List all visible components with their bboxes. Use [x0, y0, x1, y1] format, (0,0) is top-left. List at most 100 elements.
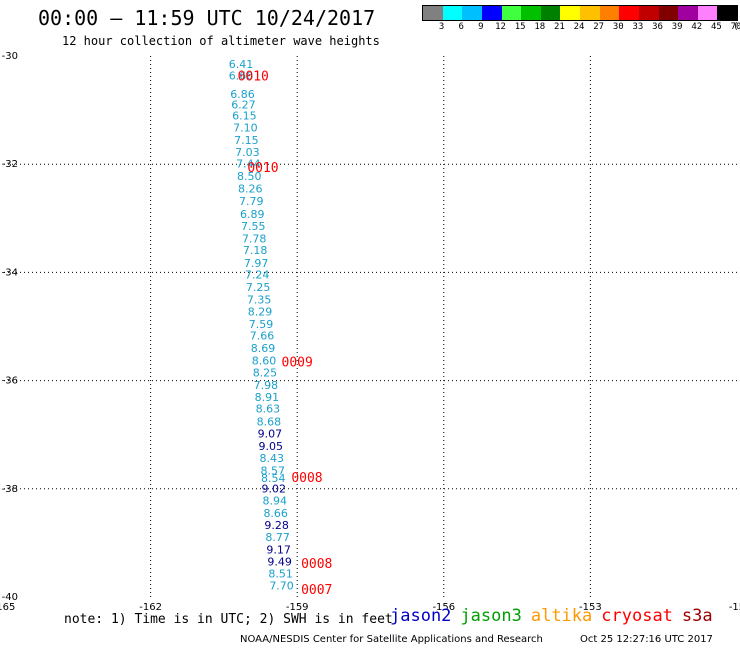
color-scale-swatch — [501, 6, 522, 20]
y-tick-label: -32 — [2, 159, 18, 170]
color-scale-label: 36 — [652, 22, 663, 32]
color-scale-swatches — [422, 5, 738, 21]
wave-height-point: 7.98 — [254, 379, 279, 392]
wave-height-point: 9.02 — [261, 482, 286, 495]
color-scale-swatch — [678, 6, 698, 20]
color-scale-label: 42 — [691, 22, 703, 32]
wave-height-point: 7.79 — [239, 195, 264, 208]
wave-height-point: 8.66 — [263, 507, 288, 520]
chart-axes: -165 -162 -159 -156 -153 -15 -30 -32 -34 -36 -38 -4… — [0, 51, 740, 613]
wave-height-point: 7.97 — [244, 257, 269, 270]
wave-height-point: 7.24 — [245, 269, 270, 282]
page-title: 00:00 – 11:59 UTC 10/24/2017 — [38, 6, 376, 30]
wave-height-point: 8.51 — [268, 568, 293, 581]
color-scale-label: 39 — [671, 22, 683, 32]
wave-height-point: 7.03 — [235, 146, 260, 159]
wave-height-point: 9.28 — [264, 519, 289, 532]
satellite-legend-jason2: jason2 — [390, 606, 452, 626]
satellite-legend-s3a: s3a — [681, 606, 713, 626]
wave-height-point: 8.50 — [237, 170, 262, 183]
wave-height-point: 7.25 — [246, 281, 271, 294]
wave-height-point: 7.70 — [269, 580, 294, 593]
y-tick-label: -34 — [2, 267, 18, 278]
color-scale-swatch — [423, 6, 443, 20]
wave-height-point: 6.66 — [229, 69, 254, 82]
wave-height-point: 8.77 — [265, 531, 290, 544]
wave-height-point: 8.68 — [257, 416, 282, 429]
wave-height-point: 8.43 — [260, 452, 285, 465]
wave-height-point: 7.18 — [243, 244, 268, 257]
color-scale-swatch — [521, 6, 541, 20]
chart-points: 6.416.66 6.866.276.157.107.157.037.448.50… — [229, 58, 294, 593]
time-label: 0009 — [282, 356, 313, 371]
chart-time-labels: 0010 0010 0009 0008 0008 0007 — [238, 69, 333, 597]
wave-height-point: 7.78 — [242, 232, 267, 245]
time-label: 0008 — [291, 471, 322, 486]
wave-height-point: 6.86 — [230, 88, 255, 101]
color-scale-label: 33 — [632, 22, 644, 32]
wave-height-point: 8.60 — [252, 355, 277, 368]
color-scale-swatch — [481, 6, 502, 20]
color-scale-label: 6 — [458, 22, 464, 32]
time-label: 0007 — [301, 583, 332, 598]
footer-timestamp: Oct 25 12:27:16 UTC 2017 — [580, 634, 713, 645]
color-scale-swatch — [462, 6, 482, 20]
wave-height-point: 9.17 — [266, 543, 291, 556]
y-tick-label: -38 — [2, 484, 18, 495]
wave-height-point: 7.15 — [234, 134, 259, 147]
color-scale-label: 45 — [710, 22, 722, 32]
wave-height-point: 9.05 — [259, 440, 284, 453]
footer-credit: NOAA/NESDIS Center for Satellite Applica… — [240, 634, 543, 645]
color-scale-label: 24 — [573, 22, 585, 32]
wave-height-point: 8.57 — [261, 464, 286, 477]
wave-height-point: 7.59 — [249, 318, 274, 331]
wave-height-point: 8.69 — [251, 342, 276, 355]
wave-height-point: 8.94 — [262, 495, 287, 508]
wave-height-point: 6.89 — [240, 208, 265, 221]
wave-height-point: 6.41 — [229, 58, 254, 71]
color-scale-label: 12 — [495, 22, 506, 32]
x-tick-label: -162 — [139, 602, 162, 613]
wave-height-point: 8.29 — [248, 305, 273, 318]
color-scale-label: 27 — [593, 22, 605, 32]
satellite-legend-cryosat: cryosat — [601, 606, 673, 626]
wave-height-point: 9.07 — [258, 428, 283, 441]
legend-note: note: 1) Time is in UTC; 2) SWH is in fe… — [64, 612, 393, 627]
color-scale-swatch — [697, 6, 718, 20]
satellite-legend-jason3: jason3 — [460, 606, 522, 626]
wave-height-point: 7.10 — [233, 121, 258, 134]
color-scale-label: 18 — [534, 22, 546, 32]
x-tick-label: -156 — [432, 602, 455, 613]
color-scale-swatch — [599, 6, 620, 20]
color-scale-swatch — [717, 6, 737, 20]
color-scale-label: 15 — [514, 22, 526, 32]
color-scale-swatch — [442, 6, 463, 20]
y-tick-label: -36 — [2, 376, 18, 387]
color-scale-swatch — [638, 6, 659, 20]
chart-subtitle: 12 hour collection of altimeter wave hei… — [62, 34, 380, 48]
wave-height-point: 7.44 — [236, 158, 261, 171]
wave-height-point: 8.63 — [256, 403, 281, 416]
x-tick-label: -15 — [729, 602, 740, 613]
x-tick-label: -165 — [0, 602, 15, 613]
wave-height-point: 6.15 — [232, 110, 257, 123]
color-scale-label: 3 — [438, 22, 445, 32]
time-label: 0008 — [301, 557, 332, 572]
color-scale-swatch — [658, 6, 679, 20]
color-scale-label: 9 — [478, 22, 484, 32]
color-scale-label: 70 — [730, 22, 740, 32]
color-scale-unit: (ft) — [733, 22, 740, 32]
chart-grid — [4, 56, 737, 597]
time-label: 0010 — [247, 161, 278, 176]
wave-height-point: 8.54 — [261, 472, 286, 485]
wave-height-point: 6.27 — [231, 99, 256, 112]
satellite-legend-altika: altika — [530, 606, 593, 626]
wave-height-point: 7.55 — [241, 220, 266, 233]
wave-height-point: 9.49 — [267, 555, 292, 568]
satellite-legend: jason2 jason3 altika cryosat s3a — [390, 606, 722, 626]
x-tick-label: -153 — [579, 602, 602, 613]
x-tick-label: -159 — [286, 602, 309, 613]
